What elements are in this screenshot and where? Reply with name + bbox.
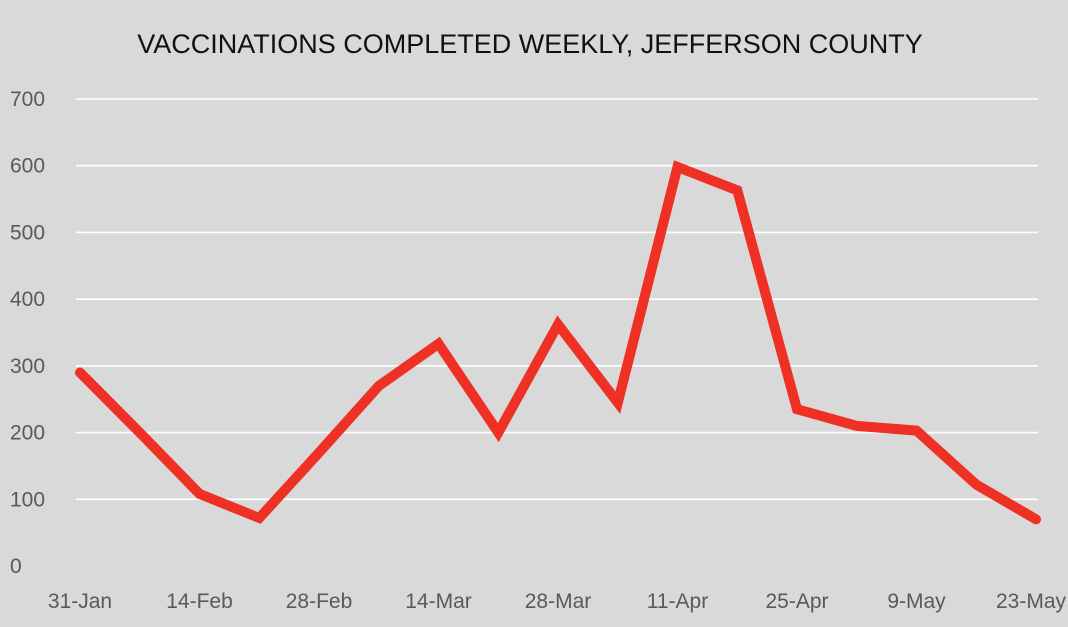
data-point: [916, 430, 917, 432]
x-tick-label: 11-Apr: [647, 590, 708, 613]
data-point: [796, 408, 798, 410]
data-point: [318, 452, 320, 454]
x-tick-label: 14-Mar: [405, 590, 472, 613]
y-tick-label: 400: [10, 288, 45, 311]
series-group: [75, 160, 1041, 525]
data-point: [438, 343, 439, 345]
data-point: [975, 484, 977, 486]
x-tick-label: 9-May: [887, 590, 946, 613]
data-point: [79, 372, 81, 374]
y-axis-ticks: 0 100 200 300 400 500 600 700: [10, 88, 45, 578]
x-tick-label: 31-Jan: [48, 590, 112, 613]
gridlines: [76, 98, 1038, 501]
data-point: [1035, 518, 1037, 520]
data-point: [677, 166, 678, 168]
y-tick-label: 200: [10, 422, 45, 445]
y-tick-label: 700: [10, 88, 45, 111]
x-tick-label: 14-Feb: [166, 590, 233, 613]
x-axis-ticks: 31-Jan 14-Feb 28-Feb 14-Mar 28-Mar 11-Apr 25-A…: [48, 590, 1067, 613]
data-point: [736, 189, 738, 191]
data-point: [856, 425, 858, 427]
data-point: [378, 385, 380, 387]
series-line: [75, 160, 1041, 525]
x-tick-label: 25-Apr: [765, 590, 828, 613]
y-tick-label: 600: [10, 155, 45, 178]
data-point: [617, 402, 619, 404]
data-point: [258, 517, 260, 519]
data-point: [557, 323, 559, 325]
y-tick-label: 300: [10, 355, 45, 378]
y-tick-label: 100: [10, 488, 45, 511]
data-point: [497, 432, 499, 434]
x-tick-label: 28-Mar: [525, 590, 592, 613]
chart-title: VACCINATIONS COMPLETED WEEKLY, JEFFERSON…: [137, 29, 923, 59]
data-point: [199, 493, 200, 495]
x-tick-label: 23-May: [996, 590, 1067, 613]
data-point: [139, 432, 141, 434]
y-tick-label: 500: [10, 221, 45, 244]
x-tick-label: 28-Feb: [286, 590, 353, 613]
y-tick-label: 0: [10, 555, 22, 578]
